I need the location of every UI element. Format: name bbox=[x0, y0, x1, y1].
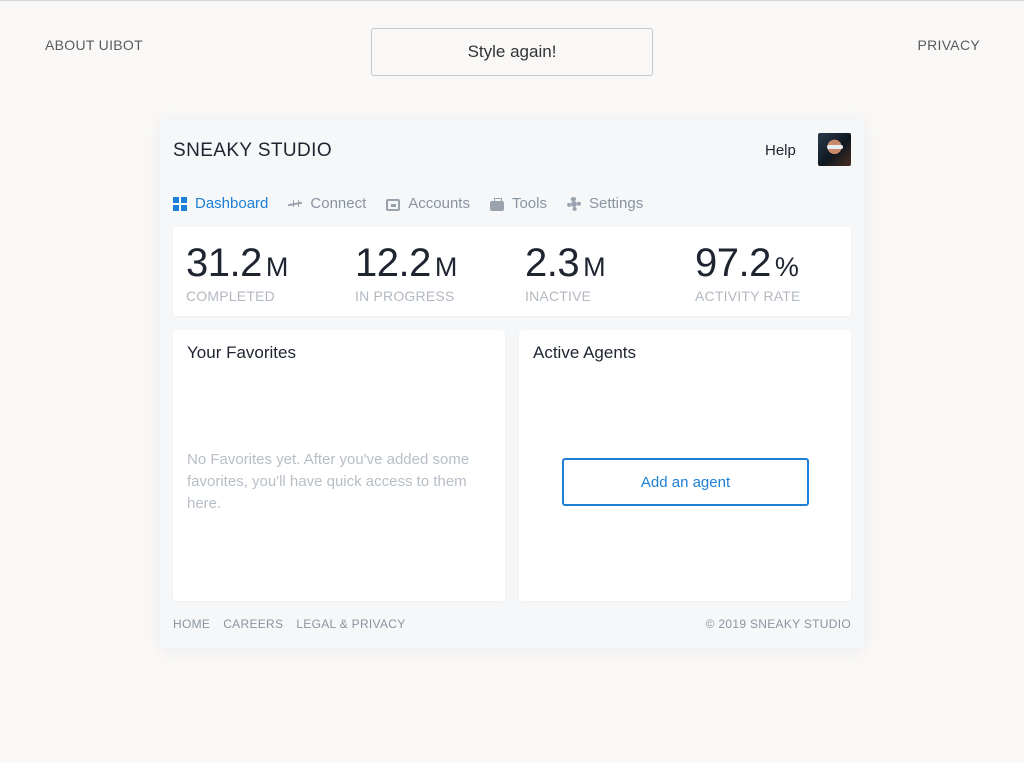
stat-label: COMPLETED bbox=[186, 288, 275, 304]
footer-link-legal[interactable]: LEGAL & PRIVACY bbox=[296, 617, 406, 631]
avatar[interactable] bbox=[818, 133, 851, 166]
favorites-title: Your Favorites bbox=[187, 343, 296, 362]
stat-inactive: 2.3 M INACTIVE bbox=[525, 241, 606, 304]
stat-value: 97.2 bbox=[695, 241, 771, 285]
stat-label: IN PROGRESS bbox=[355, 288, 455, 304]
tab-label: Settings bbox=[589, 195, 644, 212]
stat-in-progress: 12.2 M IN PROGRESS bbox=[355, 241, 457, 304]
privacy-link[interactable]: PRIVACY bbox=[917, 37, 980, 53]
dashboard-icon bbox=[173, 196, 187, 211]
footer-links: HOME CAREERS LEGAL & PRIVACY bbox=[173, 617, 419, 631]
stat-activity-rate: 97.2% ACTIVITY RATE bbox=[695, 241, 801, 304]
stat-value: 2.3 bbox=[525, 241, 580, 285]
style-again-button[interactable]: Style again! bbox=[371, 28, 653, 76]
footer-link-careers[interactable]: CAREERS bbox=[223, 617, 284, 631]
connect-icon bbox=[288, 197, 302, 211]
tab-tools[interactable]: Tools bbox=[489, 195, 547, 212]
agents-panel: Active Agents Add an agent bbox=[519, 330, 851, 601]
tab-label: Tools bbox=[511, 195, 547, 212]
tab-settings[interactable]: Settings bbox=[567, 195, 643, 212]
tab-connect[interactable]: Connect bbox=[288, 195, 366, 212]
favorites-empty-text: No Favorites yet. After you've added som… bbox=[187, 451, 470, 512]
copyright: © 2019 SNEAKY STUDIO bbox=[705, 617, 851, 631]
agents-title: Active Agents bbox=[533, 343, 637, 362]
add-agent-button[interactable]: Add an agent bbox=[562, 458, 809, 506]
gear-icon bbox=[567, 196, 581, 211]
stat-label: ACTIVITY RATE bbox=[695, 288, 801, 304]
stat-unit: M bbox=[583, 252, 606, 282]
stats-bar: 31.2 M COMPLETED 12.2 M IN PROGRESS 2.3 M I… bbox=[173, 227, 851, 316]
wallet-icon bbox=[386, 198, 401, 211]
app-card: SNEAKY STUDIO Help Dashboard Connect Acc… bbox=[160, 119, 864, 648]
tab-label: Dashboard bbox=[195, 195, 269, 212]
stat-value: 12.2 bbox=[355, 241, 431, 285]
stat-unit: % bbox=[774, 252, 799, 282]
stat-unit: M bbox=[434, 252, 458, 282]
avatar-glasses bbox=[827, 145, 843, 149]
main-nav: Dashboard Connect Accounts Tools Setting… bbox=[173, 195, 663, 212]
stat-completed: 31.2 M COMPLETED bbox=[186, 241, 288, 304]
help-link[interactable]: Help bbox=[765, 142, 796, 159]
tab-label: Accounts bbox=[408, 195, 470, 212]
tab-label: Connect bbox=[310, 195, 367, 212]
brand-title: SNEAKY STUDIO bbox=[173, 140, 332, 161]
favorites-panel: Your Favorites No Favorites yet. After y… bbox=[173, 330, 505, 601]
stat-value: 31.2 bbox=[186, 241, 262, 285]
briefcase-icon bbox=[489, 197, 504, 211]
footer-link-home[interactable]: HOME bbox=[173, 617, 211, 631]
tab-accounts[interactable]: Accounts bbox=[386, 195, 470, 212]
stat-label: INACTIVE bbox=[525, 288, 592, 304]
stat-unit: M bbox=[265, 252, 289, 282]
tab-dashboard[interactable]: Dashboard bbox=[173, 195, 268, 212]
about-uibot-link[interactable]: ABOUT UIBOT bbox=[45, 37, 143, 53]
